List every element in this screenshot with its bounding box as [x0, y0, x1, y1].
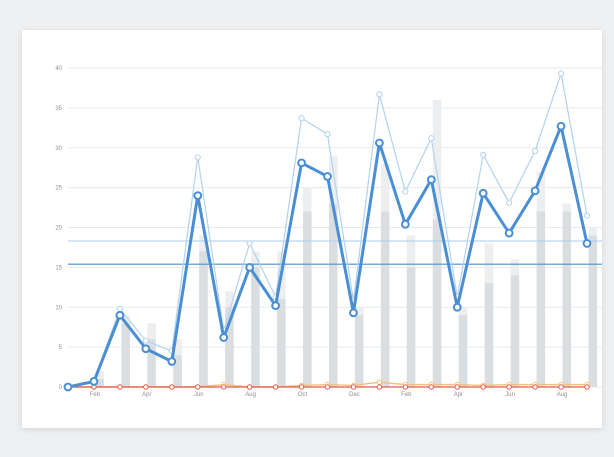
series-point: [193, 191, 203, 201]
series-point: [297, 158, 306, 168]
series-point: [428, 135, 435, 142]
series-point: [246, 384, 253, 390]
bar-dark: [121, 323, 130, 387]
series-point: [582, 239, 592, 248]
series-point: [89, 377, 99, 386]
series-point: [480, 151, 487, 159]
series-point: [376, 91, 383, 98]
bar-dark: [562, 211, 572, 387]
bar-dark: [484, 283, 494, 387]
x-tick-label: Jun: [194, 392, 204, 398]
series-point: [272, 384, 279, 390]
y-tick-label: 0: [59, 385, 63, 391]
series-point: [402, 188, 409, 195]
bar-dark: [354, 315, 364, 387]
series-point: [557, 70, 565, 77]
series-point: [298, 384, 305, 390]
series-point: [195, 384, 201, 390]
series-point: [194, 154, 201, 161]
x-tick-label: Aug: [557, 392, 568, 398]
series-point: [375, 138, 384, 148]
series-point: [400, 219, 410, 229]
series-point: [117, 384, 123, 390]
y-tick-label: 20: [55, 226, 62, 232]
series-point: [376, 384, 383, 390]
bar-dark: [406, 267, 416, 387]
series-point: [452, 302, 462, 312]
series-point: [298, 115, 305, 122]
bar-dark: [458, 315, 468, 387]
series-point: [376, 379, 383, 385]
series-point: [115, 310, 125, 320]
series-point: [116, 305, 124, 312]
series-point: [142, 337, 149, 344]
series-point: [480, 384, 486, 390]
series-point: [402, 384, 409, 390]
bar-dark: [432, 219, 442, 387]
series-point: [167, 357, 177, 366]
series-point: [506, 384, 512, 390]
bar-dark: [303, 211, 312, 387]
series-point: [531, 147, 539, 155]
y-tick-label: 40: [55, 66, 62, 72]
series-point: [246, 240, 253, 247]
x-tick-label: Jun: [505, 392, 515, 398]
bar-dark: [329, 203, 338, 387]
y-tick-label: 15: [55, 265, 62, 271]
bar-dark: [380, 211, 390, 387]
x-tick-label: Feb: [90, 392, 101, 398]
bar-dark: [510, 275, 520, 387]
bar-dark: [147, 339, 156, 387]
series-point: [324, 384, 331, 390]
series-point: [169, 384, 175, 390]
series-point: [271, 301, 281, 311]
x-tick-label: Aug: [245, 392, 256, 398]
x-tick-label: Feb: [401, 392, 412, 398]
bar-dark: [199, 251, 208, 387]
series-point: [350, 384, 357, 390]
bar-dark: [536, 211, 546, 387]
bar-dark: [225, 307, 234, 387]
series-point: [426, 175, 436, 185]
x-tick-label: Oct: [298, 392, 308, 398]
bar-dark: [173, 355, 182, 387]
y-tick-label: 5: [59, 345, 63, 351]
y-tick-label: 25: [55, 186, 62, 192]
series-point: [454, 384, 460, 390]
series-point: [583, 212, 591, 219]
line-bar-chart: 0 5 10 15 20 25 30 35 40 Feb Apr Jun Aug Oct Dec Feb Apr…: [55, 66, 602, 398]
series-point: [584, 384, 590, 390]
series-point: [428, 384, 434, 390]
series-point: [556, 121, 566, 131]
bar-dark: [588, 235, 597, 387]
chart-card: 0 5 10 15 20 25 30 35 40 Feb Apr Jun Aug Oct Dec Feb Apr…: [22, 30, 602, 428]
y-tick-label: 35: [55, 106, 62, 112]
series-point: [221, 384, 227, 390]
series-point: [558, 384, 564, 390]
series-point: [504, 228, 514, 238]
series-point: [143, 384, 149, 390]
series-point: [349, 308, 358, 318]
series-point: [219, 333, 229, 342]
series-point: [141, 344, 151, 354]
bar-dark: [277, 299, 286, 387]
series-point: [324, 131, 331, 138]
x-tick-label: Apr: [142, 392, 151, 398]
bar-dark: [251, 267, 260, 387]
series-point: [63, 382, 73, 392]
x-tick-label: Dec: [349, 392, 360, 398]
bar-dark: [95, 379, 104, 387]
series-point: [478, 188, 488, 198]
series-point: [530, 186, 540, 196]
x-tick-label: Apr: [454, 392, 463, 398]
series-point: [506, 199, 513, 206]
series-point: [323, 172, 332, 181]
series-point: [245, 262, 255, 272]
y-tick-label: 10: [55, 305, 62, 311]
y-tick-label: 30: [55, 146, 62, 152]
series-point: [532, 384, 538, 390]
